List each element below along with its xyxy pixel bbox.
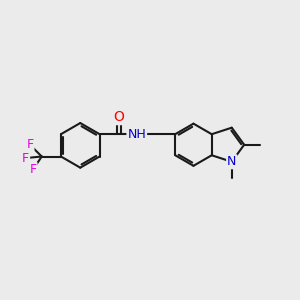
Text: F: F <box>29 163 37 176</box>
Text: O: O <box>113 110 124 124</box>
Text: N: N <box>227 155 236 168</box>
Text: F: F <box>26 138 34 151</box>
Text: F: F <box>22 152 29 165</box>
Text: NH: NH <box>128 128 146 141</box>
